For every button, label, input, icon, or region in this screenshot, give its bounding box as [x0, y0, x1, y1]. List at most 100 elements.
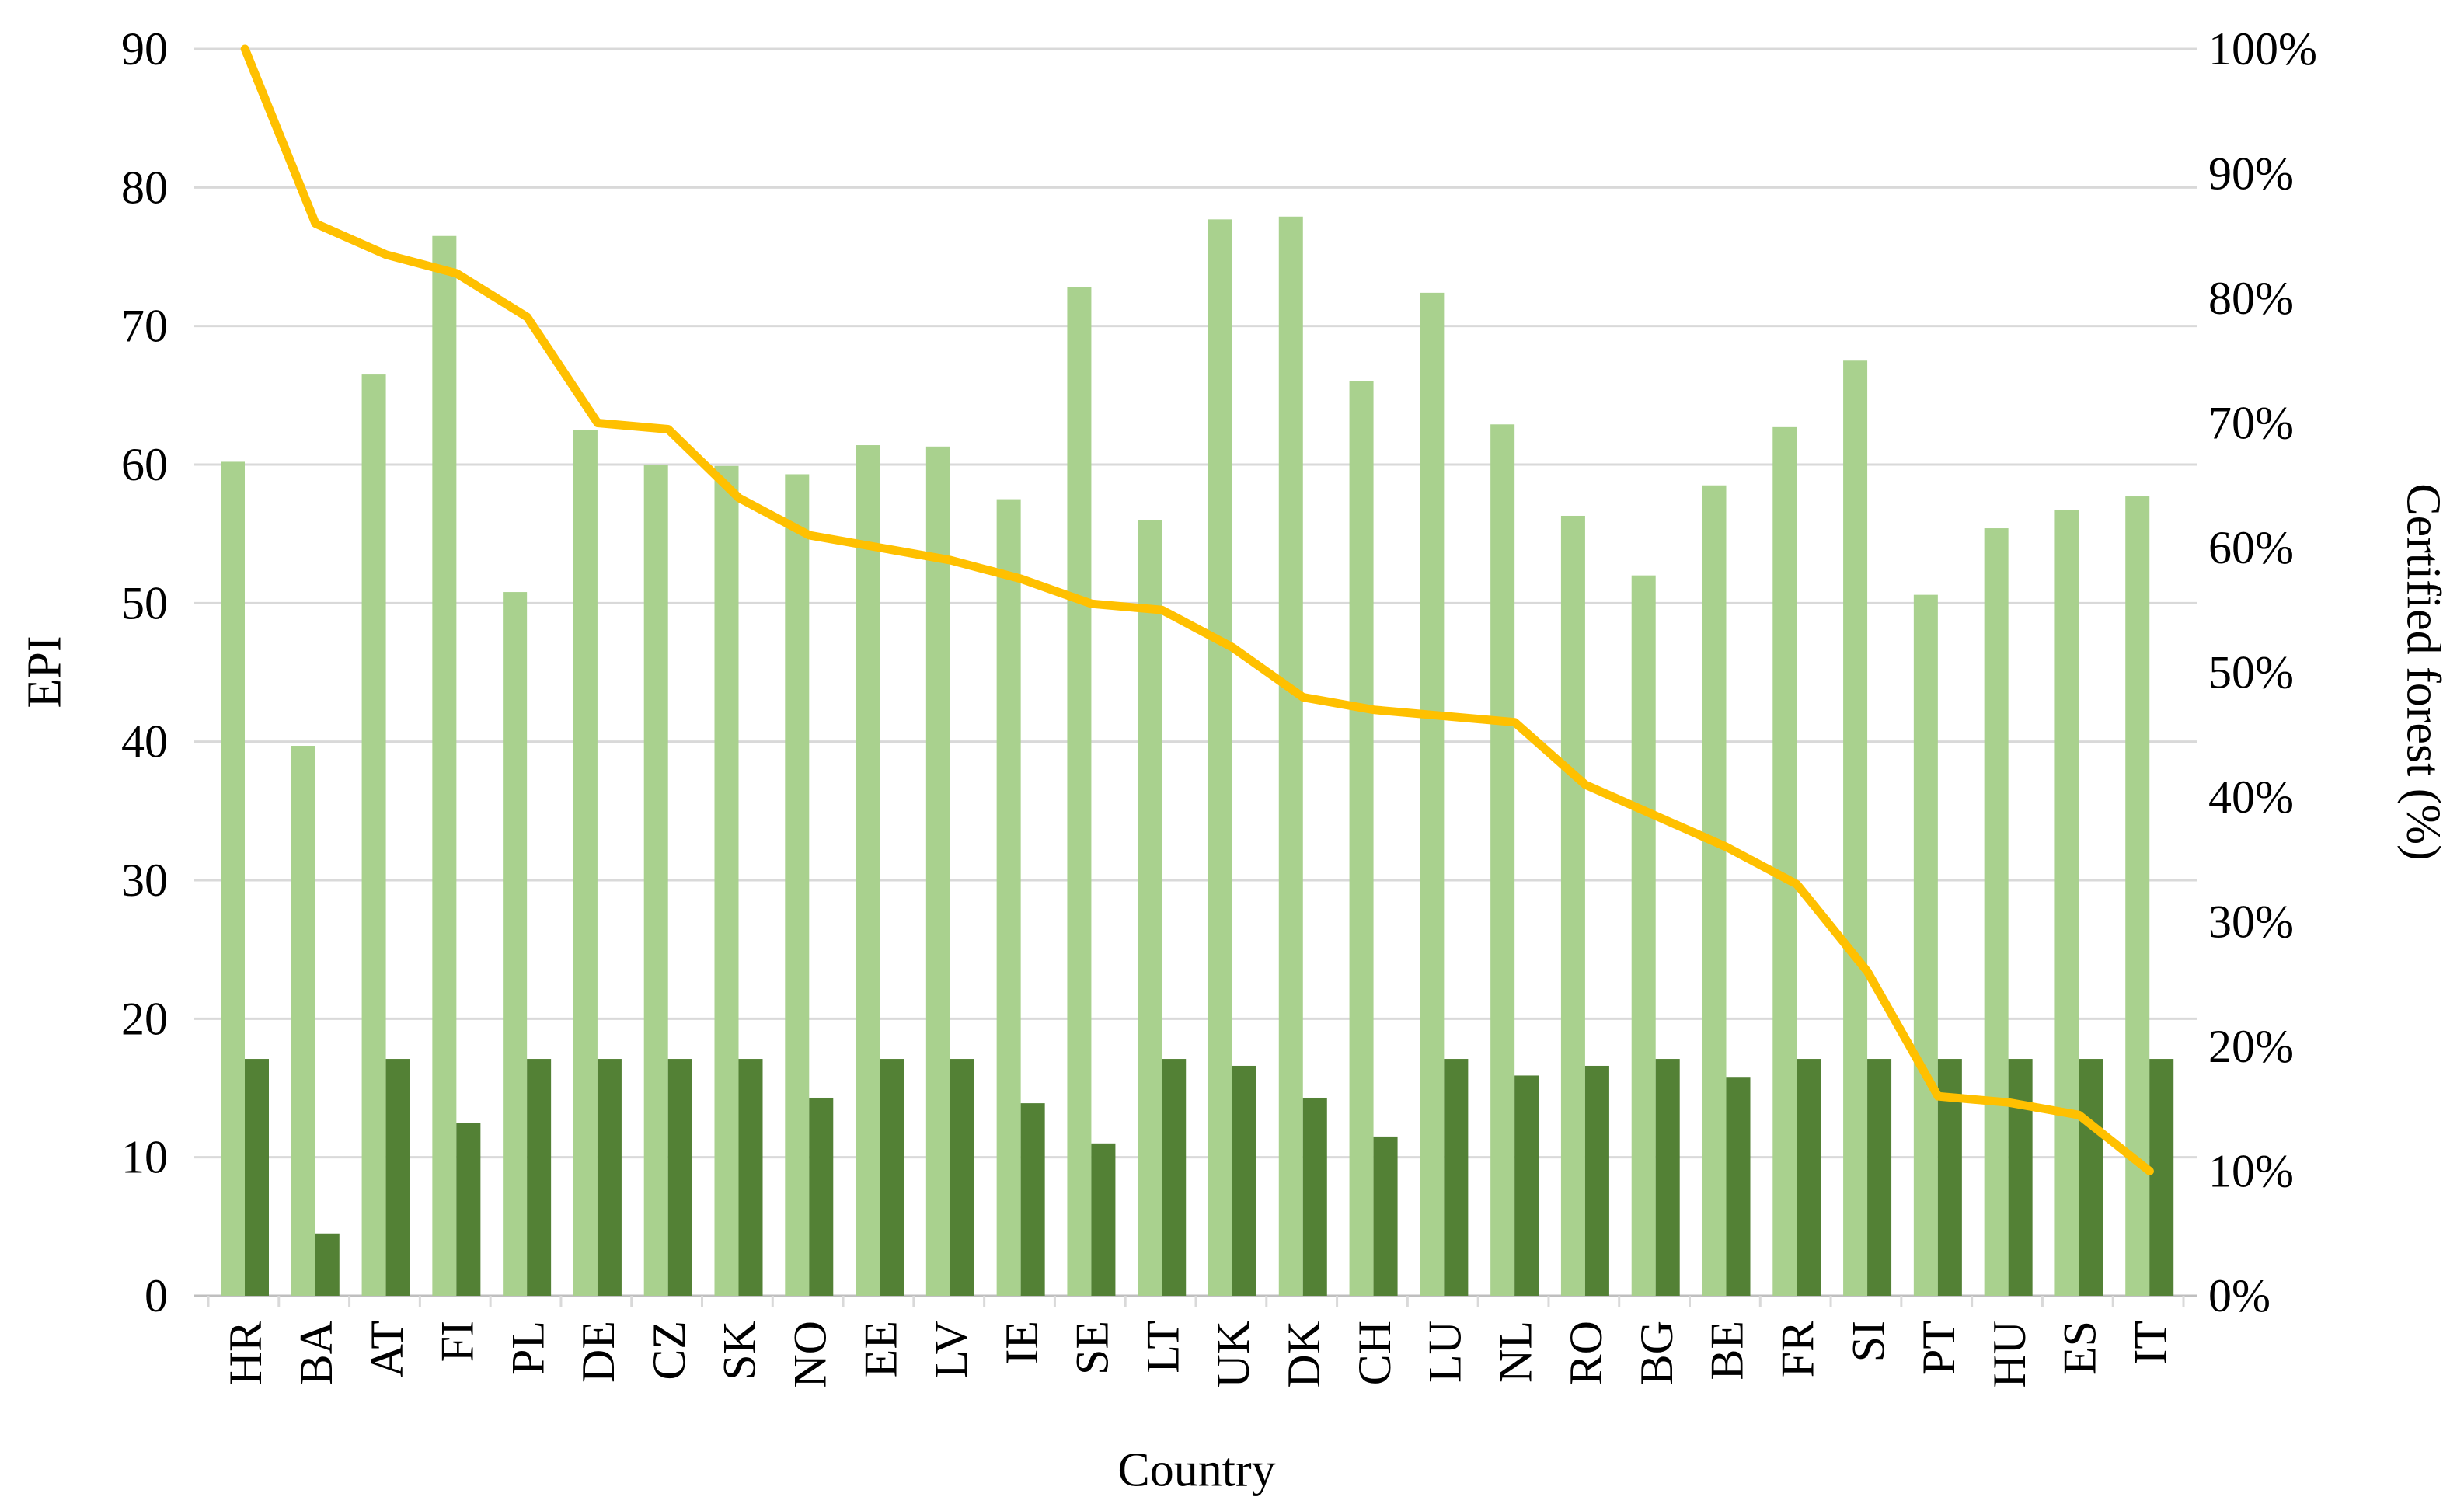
bar-light-NL — [1490, 424, 1515, 1296]
category-label-NL: NL — [1490, 1321, 1541, 1383]
right-axis-tick-0pct: 0% — [2208, 1270, 2271, 1321]
bar-dark-IT — [2149, 1059, 2174, 1296]
bar-dark-FR — [1797, 1059, 1821, 1296]
bar-dark-BE — [1726, 1077, 1751, 1296]
bar-dark-ES — [2079, 1059, 2103, 1296]
category-label-PL: PL — [502, 1321, 553, 1375]
category-label-PT: PT — [1913, 1321, 1964, 1375]
left-axis-tick-90: 90 — [121, 23, 168, 75]
category-label-AT: AT — [361, 1321, 413, 1377]
category-label-UK: UK — [1208, 1321, 1259, 1388]
bar-dark-BA — [315, 1233, 340, 1296]
bar-dark-RO — [1584, 1065, 1609, 1296]
bar-dark-NL — [1514, 1075, 1539, 1296]
category-label-NO: NO — [785, 1321, 836, 1388]
left-axis-title: EPI — [18, 635, 71, 708]
bar-light-FR — [1772, 426, 1797, 1296]
left-axis-tick-30: 30 — [121, 855, 168, 906]
bar-dark-CH — [1373, 1136, 1398, 1296]
bar-light-IE — [996, 499, 1021, 1297]
right-axis-tick-20pct: 20% — [2208, 1021, 2294, 1072]
left-axis-tick-0: 0 — [145, 1270, 168, 1321]
bar-light-SE — [1067, 287, 1092, 1296]
right-axis-tick-40pct: 40% — [2208, 771, 2294, 823]
bar-dark-SI — [1867, 1059, 1892, 1296]
bar-dark-BG — [1655, 1059, 1680, 1296]
right-axis-tick-90pct: 90% — [2208, 148, 2294, 200]
bar-dark-FI — [456, 1123, 481, 1296]
bar-dark-EE — [880, 1059, 904, 1296]
bar-light-SI — [1843, 360, 1868, 1296]
bar-light-BA — [291, 746, 315, 1296]
bar-dark-LV — [950, 1059, 974, 1296]
left-axis-tick-70: 70 — [121, 301, 168, 352]
category-label-BG: BG — [1631, 1321, 1682, 1385]
bar-light-CH — [1349, 381, 1374, 1296]
bar-light-UK — [1208, 219, 1232, 1297]
bar-dark-AT — [385, 1059, 410, 1296]
bar-light-BE — [1702, 485, 1727, 1296]
bar-light-HU — [1984, 528, 2009, 1296]
left-axis-tick-20: 20 — [121, 993, 168, 1044]
bar-light-LV — [925, 446, 950, 1296]
bar-light-DK — [1278, 216, 1303, 1296]
bar-light-LU — [1420, 292, 1445, 1296]
bar-dark-HR — [245, 1059, 269, 1296]
bar-light-PT — [1913, 594, 1938, 1296]
bar-light-DE — [573, 430, 598, 1296]
bar-light-LT — [1138, 520, 1162, 1296]
right-axis-tick-70pct: 70% — [2208, 398, 2294, 449]
bar-light-IT — [2125, 496, 2150, 1297]
category-label-SI: SI — [1842, 1321, 1894, 1362]
left-axis-tick-80: 80 — [121, 162, 168, 213]
bar-light-NO — [785, 474, 810, 1296]
category-label-BA: BA — [291, 1321, 342, 1385]
right-axis-tick-60pct: 60% — [2208, 522, 2294, 573]
category-label-DK: DK — [1278, 1321, 1330, 1388]
category-label-HU: HU — [1984, 1321, 2035, 1388]
bar-dark-SE — [1091, 1143, 1116, 1296]
bar-dark-IE — [1020, 1103, 1045, 1296]
category-label-BE: BE — [1702, 1321, 1753, 1380]
bar-dark-HU — [2008, 1059, 2033, 1296]
bar-light-RO — [1560, 515, 1585, 1296]
category-label-IE: IE — [996, 1321, 1047, 1365]
bar-light-FI — [432, 235, 457, 1296]
left-axis-tick-50: 50 — [121, 577, 168, 628]
category-label-SE: SE — [1067, 1321, 1118, 1375]
category-label-ES: ES — [2054, 1321, 2106, 1375]
category-label-CH: CH — [1349, 1321, 1400, 1385]
category-label-DE: DE — [573, 1321, 624, 1383]
right-axis-tick-80pct: 80% — [2208, 273, 2294, 324]
category-label-RO: RO — [1560, 1321, 1612, 1385]
bar-dark-CZ — [667, 1059, 692, 1296]
bar-dark-LT — [1162, 1059, 1187, 1296]
bar-dark-UK — [1232, 1065, 1256, 1296]
bar-dark-NO — [809, 1097, 834, 1296]
category-label-FI: FI — [432, 1321, 483, 1362]
bar-light-BG — [1631, 575, 1656, 1296]
certified-forest-line — [240, 44, 2154, 1175]
bar-dark-LU — [1444, 1059, 1469, 1296]
category-label-IT: IT — [2124, 1321, 2176, 1365]
x-axis-title: Country — [1117, 1443, 1276, 1497]
bar-dark-SK — [738, 1059, 763, 1296]
right-axis-tick-10pct: 10% — [2208, 1146, 2294, 1197]
bar-light-EE — [856, 445, 880, 1296]
right-axis-title: Certified forest (%) — [2396, 483, 2450, 861]
bar-dark-DE — [597, 1059, 622, 1296]
right-axis-tick-100pct: 100% — [2208, 23, 2317, 75]
left-axis-tick-60: 60 — [121, 439, 168, 490]
category-label-FR: FR — [1772, 1321, 1824, 1377]
category-label-EE: EE — [855, 1321, 906, 1377]
bar-dark-PL — [527, 1059, 552, 1296]
bar-light-CZ — [643, 465, 668, 1296]
left-axis-tick-40: 40 — [121, 716, 168, 768]
category-label-CZ: CZ — [643, 1321, 695, 1380]
category-label-LV: LV — [925, 1321, 977, 1378]
bar-light-HR — [221, 461, 245, 1296]
right-axis-tick-50pct: 50% — [2208, 647, 2294, 698]
bar-dark-DK — [1302, 1097, 1327, 1296]
